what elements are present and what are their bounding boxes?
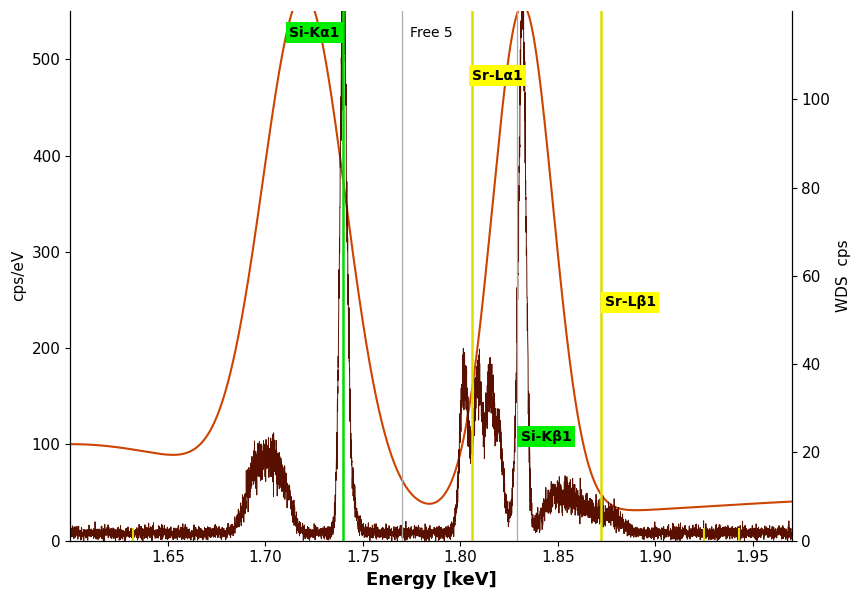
Text: Si-Kα1: Si-Kα1 <box>288 26 339 40</box>
Text: Si-Kβ1: Si-Kβ1 <box>520 430 571 444</box>
Text: Sr-Lβ1: Sr-Lβ1 <box>604 295 655 309</box>
Y-axis label: WDS  cps: WDS cps <box>835 239 850 312</box>
Y-axis label: cps/eV: cps/eV <box>11 250 26 301</box>
X-axis label: Energy [keV]: Energy [keV] <box>365 571 496 589</box>
Text: Free 5: Free 5 <box>409 26 452 40</box>
Text: Sr-Lα1: Sr-Lα1 <box>472 69 522 83</box>
